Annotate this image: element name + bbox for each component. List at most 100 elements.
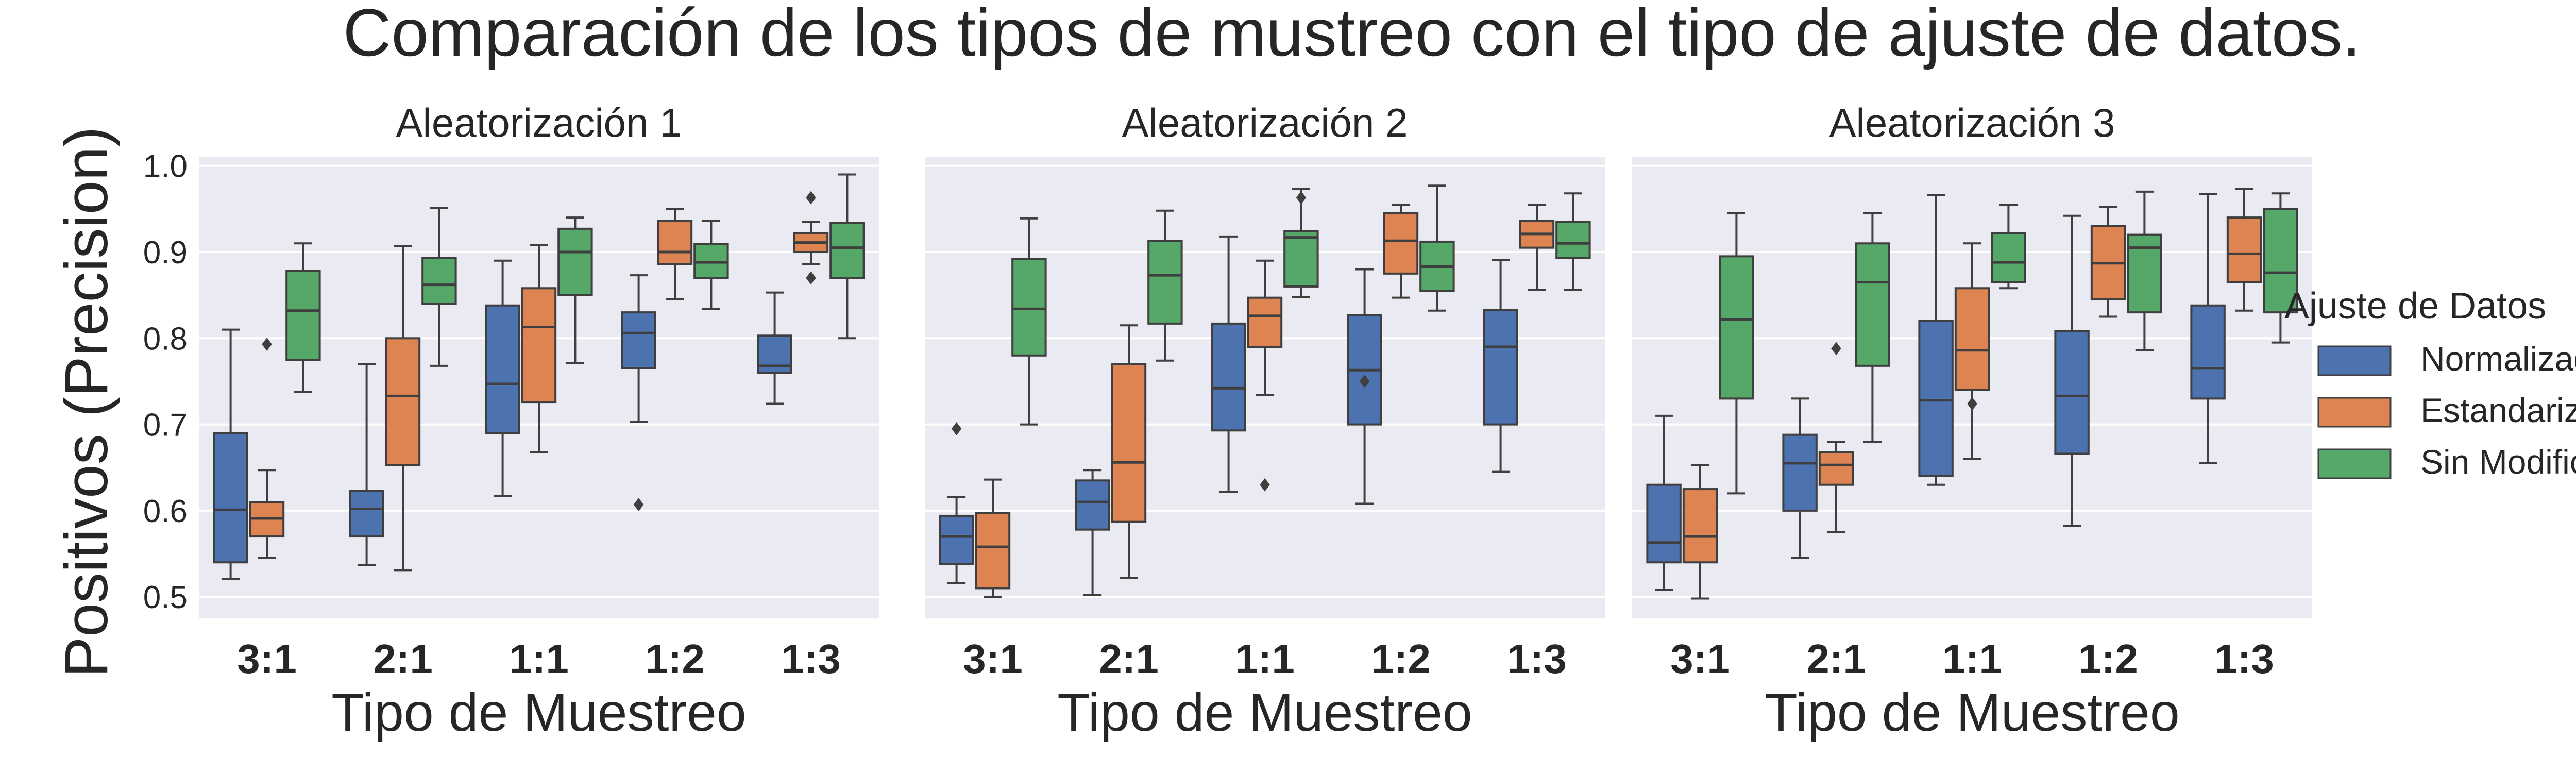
x-tick-label: 1:3 bbox=[1507, 636, 1567, 682]
x-tick-label: 1:2 bbox=[1371, 636, 1431, 682]
box-estandarizados-2-1 bbox=[385, 245, 421, 572]
box-iqr bbox=[939, 514, 974, 565]
box-iqr bbox=[1719, 255, 1754, 400]
box-estandarizados-3-1 bbox=[249, 338, 285, 559]
x-tick-label: 1:3 bbox=[2214, 636, 2274, 682]
outlier-marker bbox=[1260, 478, 1270, 492]
box-iqr bbox=[1818, 451, 1854, 486]
box-iqr bbox=[521, 287, 557, 404]
box-sin-modificación-1-1 bbox=[557, 216, 593, 364]
box-sin-modificación-1-1 bbox=[1991, 204, 2026, 290]
box-sin-modificación-1-3 bbox=[2263, 192, 2298, 344]
box-normalizados-1-2 bbox=[621, 274, 656, 512]
box-iqr bbox=[1111, 363, 1147, 523]
legend-swatch bbox=[2317, 397, 2392, 428]
outlier-marker bbox=[633, 498, 644, 512]
box-iqr bbox=[1918, 320, 1954, 477]
box-sin-modificación-1-2 bbox=[693, 220, 729, 310]
box-iqr bbox=[1247, 296, 1283, 348]
box-sin-modificación-1-3 bbox=[829, 173, 865, 340]
panel-2: Aleatorización 2 3:1 2:1 1:1 1:2 1:3 Tipo de M… bbox=[925, 100, 1605, 743]
x-tick-label: 1:2 bbox=[645, 636, 705, 682]
box-iqr bbox=[1855, 242, 1890, 367]
box-iqr bbox=[1283, 230, 1319, 288]
box-sin-modificación-2-1 bbox=[1855, 212, 1890, 443]
box-normalizados-1-1 bbox=[1918, 194, 1954, 486]
x-tick-label: 3:1 bbox=[1670, 636, 1730, 682]
box-iqr bbox=[2054, 330, 2090, 455]
box-normalizados-1-3 bbox=[757, 291, 792, 405]
box-iqr bbox=[1682, 488, 1718, 564]
box-normalizados-2-1 bbox=[1075, 469, 1110, 596]
x-tick-label: 1:2 bbox=[2078, 636, 2138, 682]
box-estandarizados-1-3 bbox=[793, 191, 829, 285]
legend-label: Estandarizados bbox=[2420, 391, 2576, 429]
outlier-marker bbox=[1831, 342, 1841, 356]
box-iqr bbox=[1782, 433, 1818, 512]
legend[interactable]: Ajuste de Datos Normalizados Estandarizado… bbox=[2284, 285, 2576, 481]
x-tick-label: 2:1 bbox=[1806, 636, 1866, 682]
legend-label: Sin Modificación bbox=[2420, 443, 2576, 481]
y-tick-label: 0.7 bbox=[143, 408, 188, 443]
box-estandarizados-1-3 bbox=[1519, 204, 1555, 291]
box-sin-modificación-3-1 bbox=[1719, 212, 1754, 495]
box-sin-modificación-2-1 bbox=[421, 207, 457, 367]
outlier-marker bbox=[806, 271, 816, 285]
box-iqr bbox=[1383, 212, 1419, 275]
box-iqr bbox=[285, 270, 321, 361]
box-iqr bbox=[557, 227, 593, 296]
x-tick-label: 1:1 bbox=[1942, 636, 2002, 682]
box-estandarizados-1-2 bbox=[657, 208, 693, 301]
x-axis-label: Tipo de Muestreo bbox=[331, 683, 746, 743]
box-iqr bbox=[385, 337, 421, 466]
box-estandarizados-2-1 bbox=[1111, 324, 1147, 579]
box-sin-modificación-3-1 bbox=[1011, 217, 1047, 426]
panel-title: Aleatorización 3 bbox=[1829, 100, 2115, 145]
box-iqr bbox=[657, 220, 693, 265]
box-iqr bbox=[2263, 208, 2298, 314]
box-normalizados-1-2 bbox=[2054, 214, 2090, 527]
box-iqr bbox=[2226, 216, 2262, 283]
box-sin-modificación-1-2 bbox=[1419, 184, 1455, 312]
y-tick-label: 0.6 bbox=[143, 494, 188, 529]
box-estandarizados-1-3 bbox=[2226, 188, 2262, 312]
box-estandarizados-1-2 bbox=[2090, 206, 2126, 318]
box-iqr bbox=[1646, 483, 1682, 564]
box-iqr bbox=[2127, 233, 2162, 314]
box-iqr bbox=[1555, 221, 1591, 259]
x-axis-label: Tipo de Muestreo bbox=[1057, 683, 1472, 743]
y-tick-label: 0.8 bbox=[143, 321, 188, 357]
outlier-marker bbox=[806, 191, 816, 205]
box-normalizados-3-1 bbox=[939, 422, 974, 584]
outlier-marker bbox=[1296, 191, 1307, 205]
legend-title: Ajuste de Datos bbox=[2284, 285, 2546, 327]
box-iqr bbox=[485, 304, 520, 434]
outlier-marker bbox=[1967, 397, 1977, 411]
box-normalizados-1-1 bbox=[485, 259, 520, 497]
y-tick-label: 0.9 bbox=[143, 235, 188, 271]
box-estandarizados-1-1 bbox=[1247, 259, 1283, 492]
box-normalizados-1-1 bbox=[1211, 235, 1246, 493]
box-iqr bbox=[1147, 240, 1183, 325]
panel-1: 0.5 0.6 0.7 0.8 0.9 1.0 Aleatorización 1 3:1 2:1… bbox=[143, 100, 879, 743]
y-tick-label: 1.0 bbox=[143, 149, 188, 184]
box-estandarizados-1-2 bbox=[1383, 204, 1419, 299]
box-sin-modificación-2-1 bbox=[1147, 209, 1183, 362]
box-estandarizados-1-1 bbox=[521, 244, 557, 453]
y-tick-label: 0.5 bbox=[143, 580, 188, 615]
x-tick-label: 1:1 bbox=[509, 636, 569, 682]
box-normalizados-1-3 bbox=[1483, 259, 1518, 473]
outlier-marker bbox=[262, 338, 272, 351]
box-iqr bbox=[1075, 479, 1110, 531]
box-iqr bbox=[1991, 232, 2026, 283]
box-iqr bbox=[1211, 322, 1246, 432]
box-iqr bbox=[2190, 304, 2226, 400]
x-axis-label: Tipo de Muestreo bbox=[1765, 683, 2179, 743]
x-tick-label: 1:1 bbox=[1235, 636, 1295, 682]
legend-label: Normalizados bbox=[2420, 340, 2576, 378]
box-iqr bbox=[1954, 287, 1990, 391]
x-tick-label: 3:1 bbox=[237, 636, 297, 682]
box-normalizados-3-1 bbox=[1646, 414, 1682, 591]
box-iqr bbox=[829, 222, 865, 279]
box-iqr bbox=[349, 490, 384, 538]
